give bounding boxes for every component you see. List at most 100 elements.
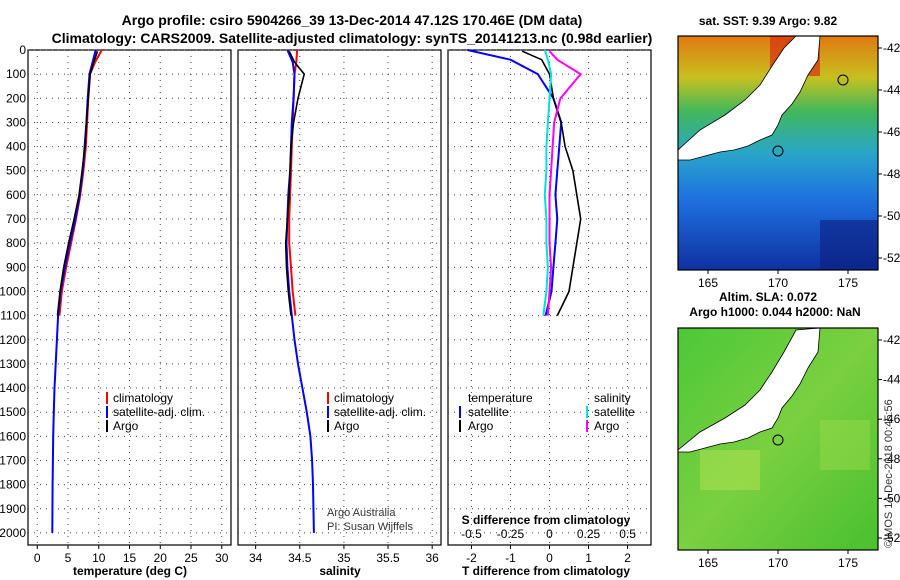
temperature-xlabel: temperature (deg C): [73, 564, 187, 578]
series-line-satellite-adj-clim-: [285, 49, 315, 533]
sst-deep-cold-patch: [820, 220, 878, 270]
x-tick-label: -1: [505, 551, 516, 565]
depth-tick-label: 1200: [0, 333, 26, 347]
legend-satellite: satellite-adj. clim.: [113, 405, 205, 419]
sla-bright-patch: [700, 450, 760, 490]
depth-tick-label: 700: [6, 212, 26, 226]
grid-lines: [28, 49, 651, 545]
s-tick-label: -0.5: [461, 527, 482, 541]
depth-tick-label: 2000: [0, 526, 26, 540]
depth-tick-label: 200: [6, 91, 26, 105]
watermark: ©IMOS 14-Dec-2018 00:45:56: [883, 399, 895, 548]
x-tick-label: 5: [65, 551, 72, 565]
sst-map-title: sat. SST: 9.39 Argo: 9.82: [699, 14, 838, 28]
x-tick-label: 25: [184, 551, 198, 565]
lon-tick-label: 170: [768, 276, 788, 290]
difference-xlabel: T difference from climatology: [462, 564, 630, 578]
depth-tick-label: 500: [6, 164, 26, 178]
title-line-2: Climatology: CARS2009. Satellite-adjuste…: [52, 30, 653, 46]
x-tick-label: 1: [585, 551, 592, 565]
x-tick-label: 35: [337, 551, 351, 565]
depth-tick-label: 1700: [0, 453, 26, 467]
legend-t-satellite: satellite: [468, 405, 509, 419]
series-line-argo: [56, 50, 99, 316]
legend-temperature-head: temperature: [468, 391, 533, 405]
depth-tick-label: 1800: [0, 478, 26, 492]
x-axes: 0 5 10 15 20 25 30 34 34.5 35 35.5 36 -2 -1 0 1 2: [34, 545, 631, 565]
legend-argo: Argo: [113, 419, 139, 433]
profile-curves: [51, 49, 583, 533]
lat-tick-label: -42: [883, 333, 900, 347]
x-tick-label: 20: [154, 551, 168, 565]
credit-pi: PI: Susan Wijffels: [327, 521, 413, 533]
legend-t-argo: Argo: [468, 419, 494, 433]
s-tick-label: 0: [546, 527, 553, 541]
lon-tick-label: 175: [838, 276, 858, 290]
contour-ring: [837, 74, 849, 86]
sla-bright-patch-2: [820, 420, 870, 470]
x-tick-label: 36: [425, 551, 439, 565]
s-difference-axis: -0.5 -0.25 0 0.25 0.5: [461, 527, 636, 541]
depth-tick-label: 600: [6, 188, 26, 202]
s-difference-label: S difference from climatology: [462, 513, 631, 527]
lat-tick-label: -44: [883, 83, 900, 97]
s-tick-label: 0.25: [577, 527, 601, 541]
lon-tick-label: 170: [768, 556, 788, 570]
credit-argo-australia: Argo Australia: [327, 507, 396, 519]
series-line-t-argo: [521, 50, 582, 316]
depth-tick-label: 1600: [0, 429, 26, 443]
lat-tick-label: -52: [883, 531, 900, 545]
depth-tick-label: 900: [6, 260, 26, 274]
lon-tick-label: 165: [698, 556, 718, 570]
argo-position-marker: [772, 145, 784, 157]
legend-salinity-head: salinity: [594, 391, 631, 405]
x-tick-label: 2: [624, 551, 631, 565]
legend-satellite: satellite-adj. clim.: [334, 405, 426, 419]
salinity-legend: climatology satellite-adj. clim. Argo Ar…: [327, 391, 426, 533]
lat-tick-label: -42: [883, 41, 900, 55]
series-line-s-argo: [546, 50, 583, 316]
series-line-argo: [284, 50, 306, 316]
difference-legend: temperature salinity satellite Argo sate…: [459, 391, 635, 433]
lat-tick-label: -46: [883, 125, 900, 139]
lat-tick-label: -46: [883, 412, 900, 426]
lat-tick-label: -52: [883, 251, 900, 265]
new-zealand-land: [678, 328, 821, 453]
x-tick-label: 0: [34, 551, 41, 565]
legend-climatology: climatology: [334, 391, 394, 405]
x-tick-label: 30: [215, 551, 229, 565]
lat-tick-label: -48: [883, 167, 900, 181]
sla-map-title-1: Altim. SLA: 0.072: [719, 290, 817, 304]
sla-map: [678, 328, 878, 550]
depth-tick-label: 1400: [0, 381, 26, 395]
depth-tick-label: 1100: [0, 309, 26, 323]
depth-tick-label: 1500: [0, 405, 26, 419]
x-tick-label: 15: [123, 551, 137, 565]
sst-map: [678, 36, 878, 270]
depth-tick-label: 300: [6, 115, 26, 129]
lon-tick-label: 175: [838, 556, 858, 570]
sla-map-title-2: Argo h1000: 0.044 h2000: NaN: [689, 305, 860, 319]
x-tick-label: 0: [546, 551, 553, 565]
depth-tick-label: 1300: [0, 357, 26, 371]
legend-argo: Argo: [334, 419, 360, 433]
legend-climatology: climatology: [113, 391, 173, 405]
depth-tick-label: 100: [6, 67, 26, 81]
sst-map-axes: -42 -44 -46 -48 -50 -52 165 170 175: [698, 41, 900, 290]
x-tick-label: 10: [92, 551, 106, 565]
s-tick-label: 0.5: [619, 527, 636, 541]
legend-s-argo: Argo: [594, 419, 620, 433]
x-tick-label: 34.5: [288, 551, 312, 565]
s-tick-label: -0.25: [497, 527, 525, 541]
salinity-panel-frame: [237, 49, 442, 546]
depth-tick-label: 400: [6, 140, 26, 154]
lat-tick-label: -44: [883, 373, 900, 387]
argo-position-marker: [772, 434, 784, 446]
title-line-1: Argo profile: csiro 5904266_39 13-Dec-20…: [122, 12, 583, 28]
salinity-xlabel: salinity: [319, 564, 361, 578]
new-zealand-land: [678, 36, 821, 161]
x-tick-label: 34: [249, 551, 263, 565]
depth-tick-label: 800: [6, 236, 26, 250]
lat-tick-label: -50: [883, 209, 900, 223]
